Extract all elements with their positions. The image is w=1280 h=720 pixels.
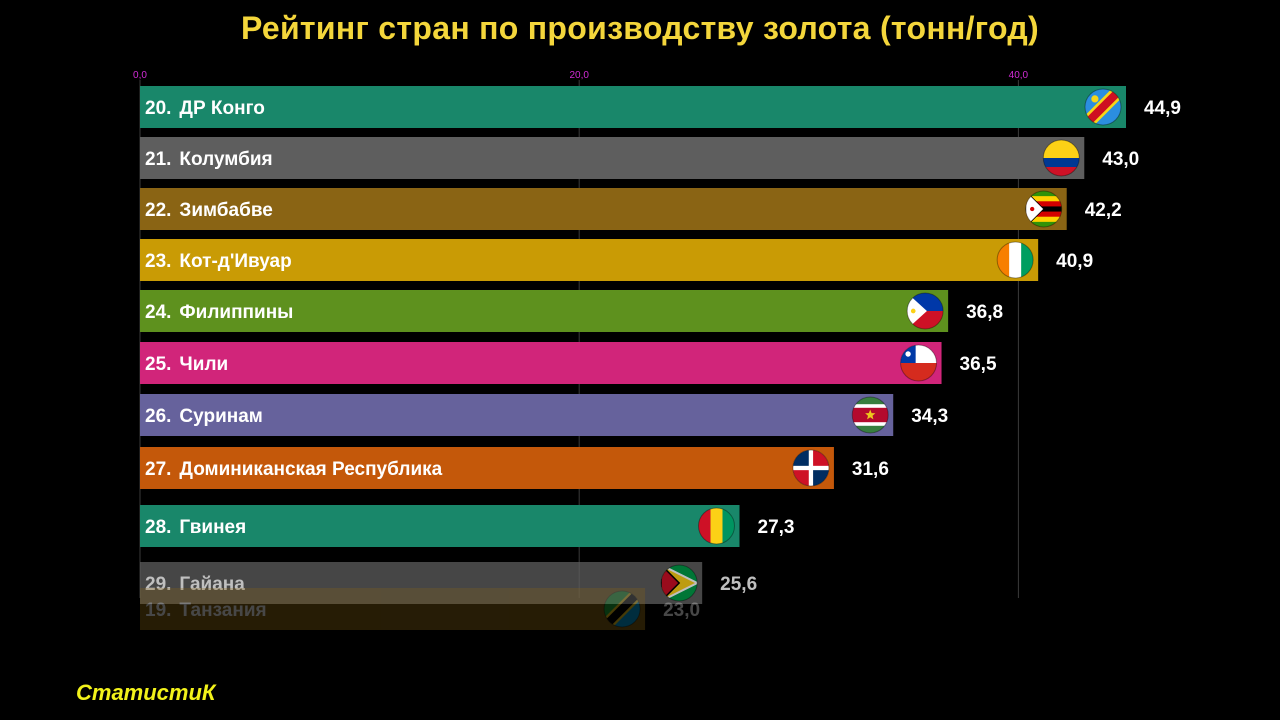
bars-layer: 20. ДР Конго 44,9 21. Колумбия 43,0 22. Зимбабв… <box>140 86 1181 630</box>
bar-rank: 27. <box>145 459 171 480</box>
value-label: 44,9 <box>1144 98 1181 119</box>
bar <box>140 239 1039 281</box>
bar-group: 26. Суринам 34,3 <box>140 394 948 436</box>
value-label: 31,6 <box>852 459 889 480</box>
bar-group: 25. Чили 36,5 <box>140 342 997 384</box>
bar-rank: 26. <box>145 406 171 427</box>
philippines-flag-icon <box>906 292 944 330</box>
bar-country: Филиппины <box>179 302 293 323</box>
bar-country: Гайана <box>179 574 245 595</box>
bar-rank: 22. <box>145 200 171 221</box>
value-label: 42,2 <box>1085 200 1122 221</box>
bar-country: ДР Конго <box>179 98 264 119</box>
bar <box>140 562 703 604</box>
bar-group: 21. Колумбия 43,0 <box>140 137 1139 179</box>
colombia-flag-icon <box>1042 139 1080 177</box>
bar-rank: 24. <box>145 302 171 323</box>
chart-title: Рейтинг стран по производству золота (то… <box>241 10 1039 46</box>
guyana-flag-icon <box>660 564 698 602</box>
value-label: 36,8 <box>966 302 1003 323</box>
bar <box>140 188 1067 230</box>
bar <box>140 290 949 332</box>
bar-country: Суринам <box>179 406 262 427</box>
zimbabwe-flag-icon <box>1025 190 1063 228</box>
bar <box>140 342 942 384</box>
value-label: 25,6 <box>720 574 757 595</box>
bar-group: 27. Доминиканская Республика 31,6 <box>140 447 889 489</box>
bar-country: Чили <box>179 354 228 375</box>
x-tick-label: 40,0 <box>1009 70 1029 81</box>
bar-country: Гвинея <box>179 517 246 538</box>
value-label: 27,3 <box>758 517 795 538</box>
bar-country: Кот-д'Ивуар <box>179 251 291 272</box>
bar <box>140 137 1085 179</box>
bar-label: 29. Гайана <box>145 574 245 595</box>
ivory-coast-flag-icon <box>996 241 1034 279</box>
x-tick-label: 20,0 <box>569 70 589 81</box>
bar-rank: 21. <box>145 149 171 170</box>
bar-rank: 23. <box>145 251 171 272</box>
bar <box>140 505 740 547</box>
value-label: 36,5 <box>960 354 997 375</box>
bar-country: Зимбабве <box>179 200 272 221</box>
bar-rank: 20. <box>145 98 171 119</box>
bar-country: Доминиканская Республика <box>179 459 442 480</box>
bar-country: Колумбия <box>179 149 272 170</box>
bar <box>140 86 1126 128</box>
bar-label: 19. Танзания <box>145 600 267 621</box>
bar-group: 19. Танзания 23,0 <box>140 588 700 630</box>
bar-rank: 28. <box>145 517 171 538</box>
bar-rank: 29. <box>145 574 171 595</box>
bar-group: 29. Гайана 25,6 <box>140 562 757 604</box>
bar-group: 22. Зимбабве 42,2 <box>140 188 1122 230</box>
x-tick-label: 0,0 <box>133 70 147 81</box>
bar-group: 28. Гвинея 27,3 <box>140 505 794 547</box>
guinea-flag-icon <box>698 507 736 545</box>
bar-rank: 19. <box>145 600 171 621</box>
bar-group: 20. ДР Конго 44,9 <box>140 86 1181 128</box>
bar-label: 24. Филиппины <box>145 302 293 323</box>
bar-label: 28. Гвинея <box>145 517 246 538</box>
bar-country: Танзания <box>179 600 266 621</box>
value-label: 34,3 <box>911 406 948 427</box>
tanzania-flag-icon <box>603 590 641 628</box>
bar-label: 26. Суринам <box>145 406 263 427</box>
value-label: 43,0 <box>1102 149 1139 170</box>
value-label: 40,9 <box>1056 251 1093 272</box>
value-label: 23,0 <box>663 600 700 621</box>
brand-watermark: СтатистиК <box>76 680 216 705</box>
bar <box>140 394 894 436</box>
bar-group: 24. Филиппины 36,8 <box>140 290 1003 332</box>
bar-label: 25. Чили <box>145 354 228 375</box>
chile-flag-icon <box>900 344 938 382</box>
bar-group: 23. Кот-д'Ивуар 40,9 <box>140 239 1093 281</box>
bar-label: 20. ДР Конго <box>145 98 265 119</box>
dominican-republic-flag-icon <box>792 449 830 487</box>
bar-label: 22. Зимбабве <box>145 200 273 221</box>
bar <box>140 588 646 630</box>
bar-rank: 25. <box>145 354 171 375</box>
bar-label: 21. Колумбия <box>145 149 273 170</box>
suriname-flag-icon <box>851 396 889 434</box>
bar-label: 27. Доминиканская Республика <box>145 459 443 480</box>
bar-label: 23. Кот-д'Ивуар <box>145 251 292 272</box>
bar <box>140 447 834 489</box>
